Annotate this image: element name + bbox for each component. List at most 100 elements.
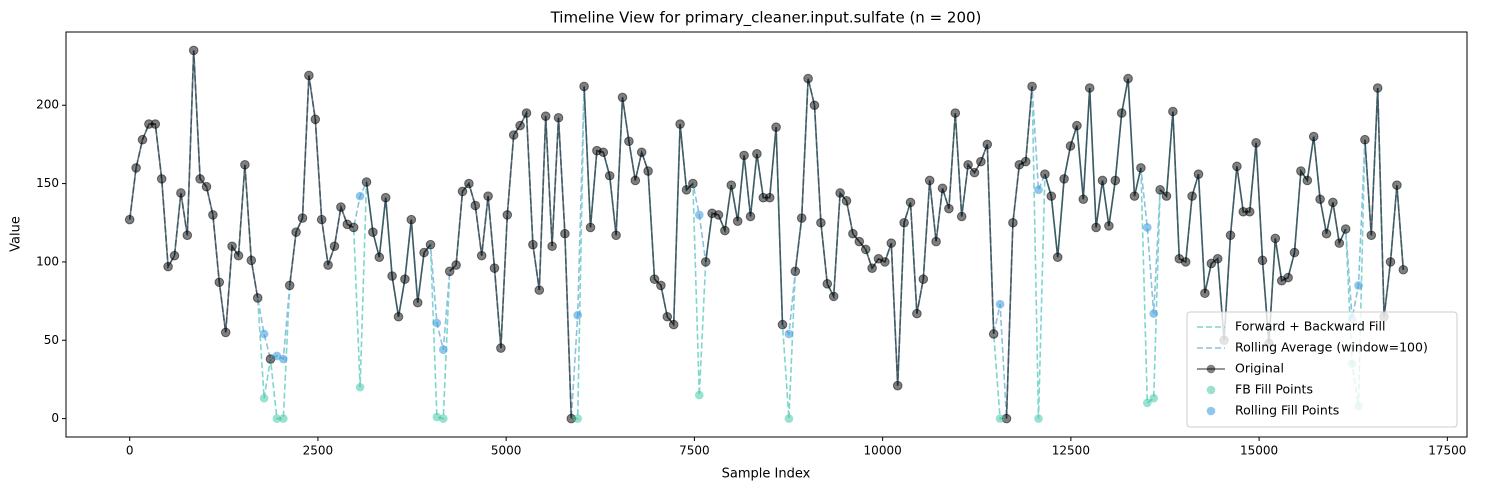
data-point bbox=[1308, 131, 1319, 142]
data-point bbox=[1065, 141, 1076, 151]
data-point bbox=[617, 92, 628, 103]
legend-box bbox=[1186, 311, 1458, 428]
data-point bbox=[1366, 230, 1377, 241]
data-point bbox=[688, 178, 698, 189]
data-point bbox=[1200, 288, 1210, 299]
data-point bbox=[560, 228, 570, 239]
data-point bbox=[406, 214, 417, 225]
data-point bbox=[1110, 175, 1121, 186]
data-point bbox=[220, 327, 231, 338]
fill-point bbox=[259, 393, 269, 403]
x-tick-label: 0 bbox=[126, 444, 134, 458]
data-point bbox=[214, 277, 225, 288]
data-point bbox=[1104, 221, 1114, 231]
legend-label: Forward + Backward Fill bbox=[1235, 319, 1385, 334]
data-point bbox=[508, 130, 519, 140]
data-point bbox=[803, 73, 813, 84]
data-point bbox=[1116, 108, 1127, 118]
fill-point bbox=[694, 390, 704, 400]
data-point bbox=[380, 192, 391, 203]
x-tick-label: 17500 bbox=[1428, 444, 1466, 458]
data-point bbox=[899, 217, 909, 228]
data-point bbox=[489, 263, 500, 273]
data-point bbox=[387, 271, 397, 281]
data-point bbox=[777, 319, 788, 330]
data-point bbox=[886, 238, 897, 248]
data-point bbox=[1385, 257, 1396, 267]
data-point bbox=[188, 45, 199, 56]
data-point bbox=[156, 174, 167, 184]
data-point bbox=[880, 257, 890, 267]
data-point bbox=[1155, 185, 1165, 195]
fill-point bbox=[784, 414, 794, 423]
legend-marker bbox=[1206, 364, 1216, 374]
data-point bbox=[950, 108, 961, 118]
y-tick-label: 50 bbox=[44, 333, 59, 347]
data-point bbox=[400, 274, 410, 284]
data-point bbox=[323, 260, 333, 270]
fill-point bbox=[1354, 281, 1363, 290]
data-point bbox=[835, 188, 845, 198]
data-point bbox=[246, 255, 257, 266]
data-point bbox=[1289, 247, 1300, 258]
data-point bbox=[1091, 222, 1101, 233]
data-point bbox=[464, 178, 474, 189]
data-point bbox=[1078, 194, 1089, 205]
fill-point bbox=[573, 414, 582, 423]
data-point bbox=[1072, 120, 1082, 131]
data-point bbox=[649, 274, 660, 284]
data-point bbox=[1180, 257, 1191, 267]
legend-label: FB Fill Points bbox=[1235, 382, 1313, 397]
data-point bbox=[412, 297, 423, 308]
data-point bbox=[528, 239, 538, 250]
data-point bbox=[668, 319, 679, 330]
data-point bbox=[1136, 163, 1146, 173]
data-point bbox=[521, 108, 532, 118]
data-point bbox=[1123, 73, 1133, 84]
fill-point bbox=[432, 318, 442, 328]
data-point bbox=[726, 180, 737, 190]
data-point bbox=[150, 119, 161, 129]
data-point bbox=[368, 227, 378, 237]
data-point bbox=[1360, 134, 1370, 145]
data-point bbox=[1244, 206, 1255, 217]
legend-label: Rolling Average (window=100) bbox=[1235, 340, 1428, 355]
data-point bbox=[1193, 169, 1204, 179]
x-tick-label: 2500 bbox=[303, 444, 334, 458]
data-point bbox=[636, 147, 647, 158]
data-point bbox=[867, 263, 877, 273]
data-point bbox=[361, 177, 372, 187]
data-point bbox=[630, 175, 641, 186]
fill-point bbox=[694, 210, 704, 220]
data-point bbox=[1321, 228, 1332, 239]
data-point bbox=[547, 241, 557, 252]
fill-point bbox=[278, 354, 288, 364]
data-point bbox=[1027, 81, 1037, 92]
data-point bbox=[828, 291, 839, 302]
data-point bbox=[291, 227, 301, 237]
data-point bbox=[681, 185, 692, 195]
data-point bbox=[579, 81, 589, 92]
fill-point bbox=[573, 310, 582, 320]
data-point bbox=[515, 120, 525, 131]
data-point bbox=[918, 274, 929, 284]
data-point bbox=[1232, 161, 1242, 172]
data-point bbox=[1251, 138, 1261, 148]
data-point bbox=[195, 174, 205, 184]
data-point bbox=[1020, 156, 1031, 167]
data-point bbox=[848, 228, 858, 239]
fill-point bbox=[355, 191, 365, 201]
fill-point bbox=[278, 414, 288, 423]
data-point bbox=[476, 250, 487, 261]
data-point bbox=[1059, 174, 1069, 184]
data-point bbox=[124, 214, 135, 225]
data-point bbox=[1040, 169, 1050, 179]
data-point bbox=[752, 149, 762, 159]
data-point bbox=[201, 181, 212, 192]
data-point bbox=[1392, 180, 1402, 190]
data-point bbox=[425, 239, 436, 250]
data-point bbox=[982, 139, 993, 150]
y-tick-label: 0 bbox=[51, 411, 59, 425]
data-point bbox=[502, 210, 513, 220]
data-point bbox=[656, 280, 666, 291]
